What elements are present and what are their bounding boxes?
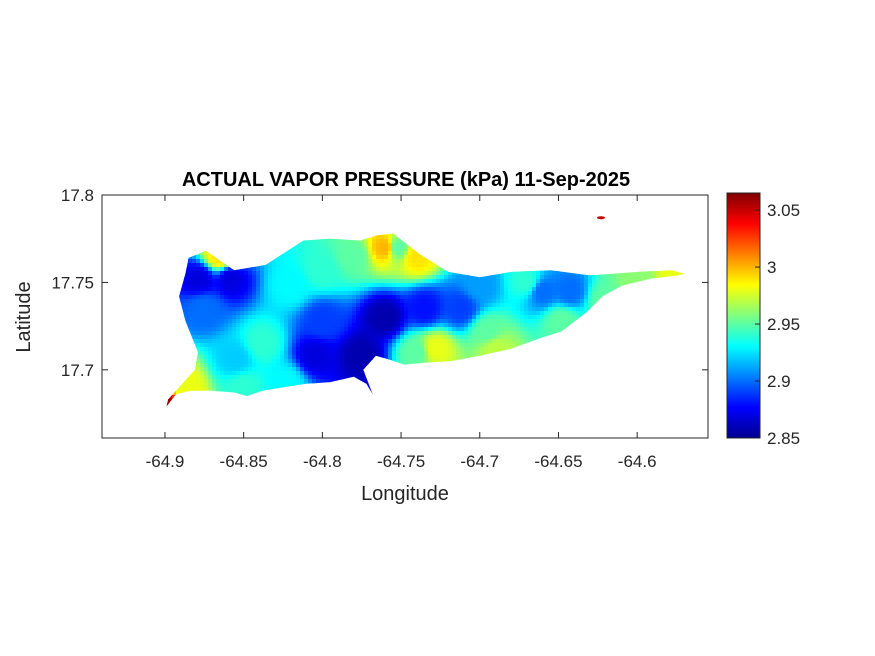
colorbar: 2.85 2.9 2.95 3 3.05 <box>726 192 800 448</box>
x-tick-label: -64.9 <box>146 452 185 471</box>
colorbar-ticks: 2.85 2.9 2.95 3 3.05 <box>755 201 800 448</box>
offshore-point-mark <box>596 216 605 220</box>
y-tick-label: 17.7 <box>61 361 94 380</box>
y-axis-label: Latitude <box>13 281 35 352</box>
colorbar-gradient <box>726 192 761 439</box>
colorbar-tick-label: 3 <box>767 258 776 277</box>
colorbar-tick-label: 2.95 <box>767 315 800 334</box>
y-axis: 17.7 17.75 17.8 <box>51 186 708 380</box>
x-tick-label: -64.65 <box>534 452 582 471</box>
x-axis: -64.9 -64.85 -64.8 -64.75 -64.7 -64.65 -64.6 <box>146 195 657 471</box>
x-tick-label: -64.7 <box>460 452 499 471</box>
offshore-point <box>596 216 605 220</box>
colorbar-tick-label: 3.05 <box>767 201 800 220</box>
colorbar-tick-label: 2.85 <box>767 429 800 448</box>
y-tick-label: 17.75 <box>51 273 94 292</box>
y-tick-label: 17.8 <box>61 186 94 205</box>
colorbar-tick-label: 2.9 <box>767 372 791 391</box>
plot-area: -64.9 -64.85 -64.8 -64.75 -64.7 -64.65 -64.6 1… <box>51 186 709 471</box>
plot-frame <box>101 194 709 439</box>
x-axis-label: Longitude <box>361 483 449 505</box>
chart-title: ACTUAL VAPOR PRESSURE (kPa) 11-Sep-2025 <box>182 169 630 191</box>
x-tick-label: -64.8 <box>303 452 342 471</box>
x-tick-label: -64.85 <box>220 452 268 471</box>
x-tick-label: -64.75 <box>377 452 425 471</box>
x-tick-label: -64.6 <box>618 452 657 471</box>
